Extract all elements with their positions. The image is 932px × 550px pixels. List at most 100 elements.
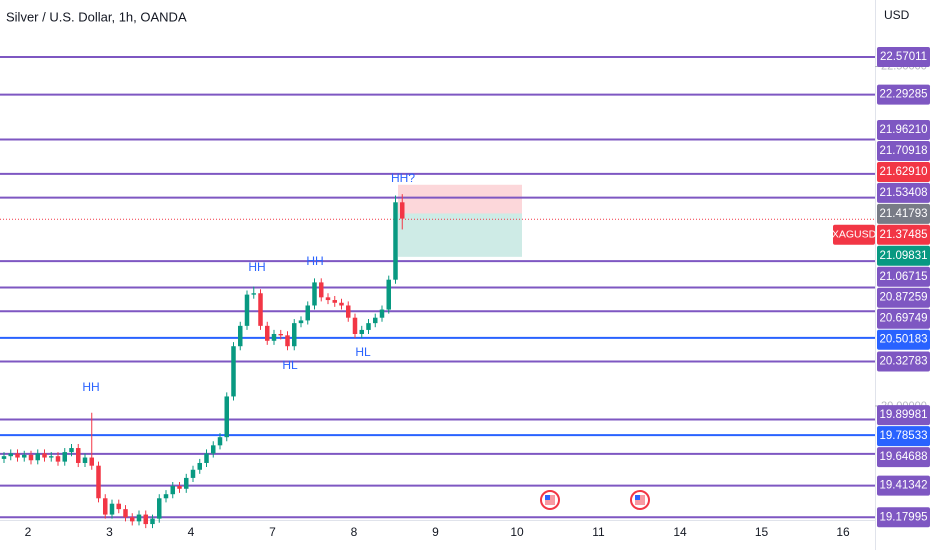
pattern-label: HH [248, 260, 265, 274]
price-label-bg [877, 329, 930, 350]
price-label-bg [877, 447, 930, 468]
candle-body [204, 453, 209, 463]
price-label-bg [877, 47, 930, 68]
chart-title: Silver / U.S. Dollar, 1h, OANDA [6, 9, 187, 24]
candle-body [319, 282, 324, 298]
x-tick-label: 4 [188, 525, 195, 539]
candle-body [163, 494, 169, 499]
price-label: 20.87259 [880, 292, 928, 304]
price-label-bg [877, 426, 930, 447]
candle-body [346, 305, 351, 318]
candle-body [332, 300, 337, 303]
price-label-bg [877, 245, 930, 266]
pattern-label: HH [82, 380, 99, 394]
candle-body [1, 456, 7, 459]
price-label: 19.78533 [880, 430, 928, 442]
x-tick-label: 8 [351, 525, 358, 539]
price-label: 21.96210 [880, 124, 928, 136]
candle-body [271, 333, 277, 341]
price-label: 20.32783 [880, 355, 928, 367]
candle-body [325, 297, 331, 301]
candle-body [143, 514, 148, 525]
price-label-bg [877, 308, 930, 329]
candle-body [211, 445, 216, 454]
candle-body [298, 320, 304, 324]
price-label: 20.50183 [880, 334, 928, 346]
price-label: 21.41793 [880, 208, 928, 220]
candle-body [265, 325, 270, 341]
price-label: 21.70918 [880, 145, 928, 157]
candle-body [184, 477, 189, 489]
candle-body [103, 498, 108, 515]
position-risk [398, 184, 522, 214]
candle-body [285, 335, 290, 347]
price-label: 21.62910 [880, 166, 928, 178]
price-label: 21.09831 [880, 250, 928, 262]
price-label: 19.89981 [880, 409, 928, 421]
price-label: 19.41342 [880, 480, 928, 492]
price-label-bg [877, 266, 930, 287]
candle-body [35, 453, 40, 461]
candle-body [177, 486, 182, 489]
candle-body [224, 396, 229, 438]
us-flag-icon [540, 490, 560, 510]
price-label: 21.06715 [880, 271, 928, 283]
candle-body [244, 294, 250, 326]
price-label: 19.64688 [880, 451, 928, 463]
candle-body [15, 453, 20, 458]
x-tick-label: 2 [25, 525, 32, 539]
x-tick-label: 3 [106, 525, 113, 539]
candle-body [69, 448, 74, 453]
candle-body [22, 454, 27, 458]
price-label: 22.29285 [880, 89, 928, 101]
candle-body [89, 457, 94, 466]
x-tick-label: 14 [673, 525, 687, 539]
pattern-label: HL [282, 358, 298, 372]
candle-body [82, 457, 88, 463]
candle-body [238, 325, 243, 347]
plot [0, 56, 879, 529]
candle-body [305, 305, 310, 321]
currency-label: USD [884, 8, 910, 22]
candle-body [258, 293, 263, 326]
candle-body [352, 317, 358, 334]
candle-body [251, 293, 256, 295]
candle-body [312, 282, 317, 306]
x-tick-label: 15 [755, 525, 769, 539]
price-label-bg [877, 405, 930, 426]
price-label-bg [877, 351, 930, 372]
candle-body [197, 462, 202, 470]
x-tick-label: 9 [432, 525, 439, 539]
price-label: 21.37485 [880, 229, 928, 241]
candle-body [170, 486, 175, 495]
candle-body [55, 456, 61, 462]
candle-body [292, 323, 297, 347]
candle-body [157, 498, 162, 519]
candle-body [8, 453, 13, 457]
candle-body [136, 514, 142, 522]
candle-body [400, 202, 405, 219]
candle-body [150, 518, 155, 525]
price-label-bg [877, 84, 930, 105]
candle-body [278, 333, 283, 336]
price-label-bg [877, 287, 930, 308]
us-flag-icon [630, 490, 650, 510]
price-label: 21.53408 [880, 187, 928, 199]
candle-body [231, 346, 236, 397]
price-label-bg [877, 140, 930, 161]
price-label: 22.57011 [880, 51, 927, 63]
candle-body [190, 469, 196, 478]
symbol-tag: XAGUSD [832, 229, 877, 241]
candle-body [49, 456, 54, 458]
x-tick-label: 7 [269, 525, 276, 539]
candle-body [123, 509, 128, 518]
candle-body [373, 317, 378, 324]
price-label: 20.69749 [880, 313, 928, 325]
price-label: 19.17995 [880, 511, 928, 523]
x-tick-label: 16 [836, 525, 850, 539]
candle-body [217, 437, 223, 446]
pattern-label: HL [355, 345, 371, 359]
price-label-bg [877, 507, 930, 528]
